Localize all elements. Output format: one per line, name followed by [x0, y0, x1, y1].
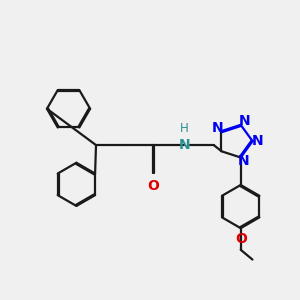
Text: N: N — [178, 138, 190, 152]
Text: O: O — [235, 232, 247, 246]
Text: N: N — [212, 121, 223, 135]
Text: O: O — [147, 179, 159, 194]
Text: N: N — [238, 154, 249, 168]
Text: H: H — [180, 122, 189, 135]
Text: N: N — [238, 114, 250, 128]
Text: N: N — [252, 134, 264, 148]
